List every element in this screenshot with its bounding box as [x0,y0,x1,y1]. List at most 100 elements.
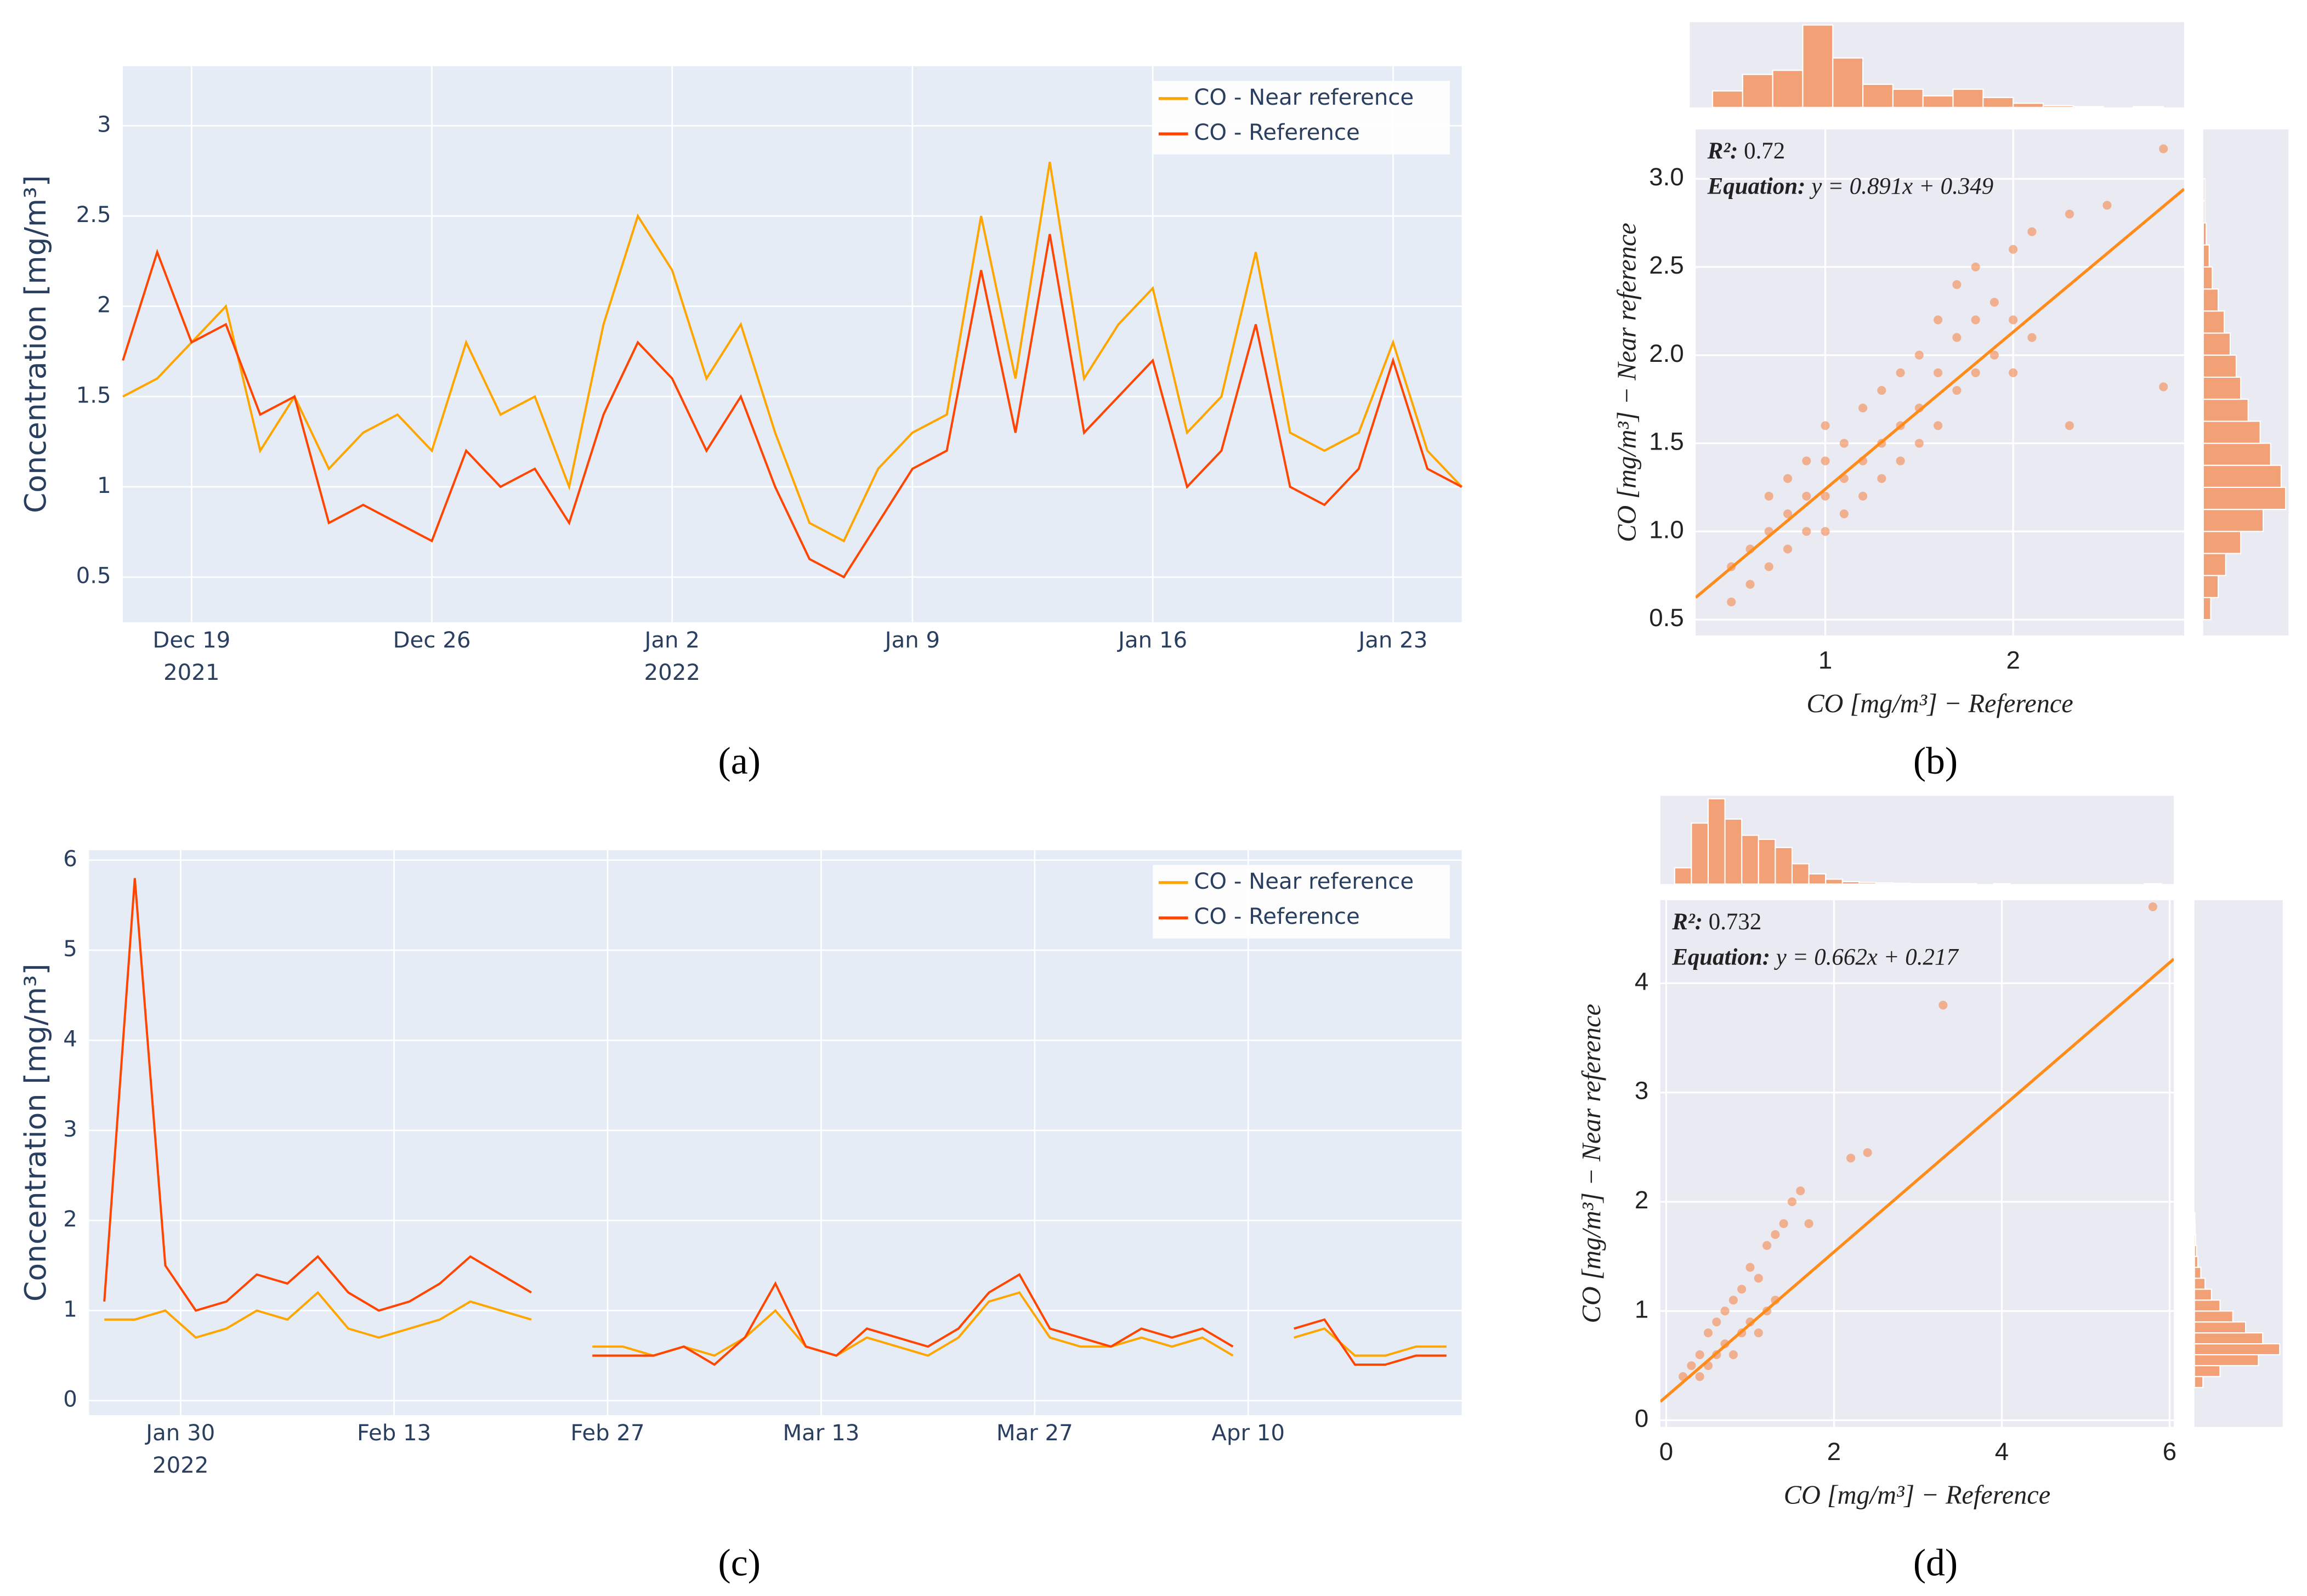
point [1783,509,1793,519]
plot-background [1660,900,2174,1427]
hist-bar [2193,1343,2281,1356]
equation-label: Equation: [1671,944,1770,970]
point [1728,1296,1738,1305]
point [1764,562,1773,571]
equation-text: y = 0.891x + 0.349 [1809,173,1993,199]
point [1839,439,1849,448]
hist-bar [2202,486,2287,510]
hist-bar [1802,24,1834,108]
hist-bar [2202,288,2219,312]
point [1863,1148,1872,1157]
y-tick-label: 0.5 [1649,604,1684,632]
y-tick-label: 0 [63,1387,77,1412]
legend-box [1153,81,1450,155]
hist-bar [1711,90,1743,108]
hist-bar [2193,1288,2212,1301]
series-line [122,161,1463,543]
y-tick-label: 2 [97,293,111,318]
point [2027,333,2037,342]
point [1821,456,1830,465]
hist-bar [2193,1376,2204,1388]
hist-bar [1775,847,1793,885]
legend-label: CO - Reference [1194,904,1359,929]
point [1934,368,1943,377]
x-axis-title: CO [mg/m³] − Reference [1806,689,2073,718]
point [1938,1001,1948,1010]
hist-bar [2193,1223,2196,1235]
point [1839,509,1849,519]
hist-bar [1862,83,1894,108]
y-tick-label: 5 [63,936,77,962]
point [2148,902,2157,911]
point [1762,1241,1772,1250]
hist-bar [1758,838,1776,885]
hist-bar [1952,88,1984,108]
y-tick-label: 4 [63,1026,77,1052]
hist-bar [2202,509,2264,532]
x-tick-label: Feb 13 [357,1421,431,1446]
point [1952,385,1962,395]
y-axis-title: CO [mg/m³] − Near reference [1613,223,1642,542]
point [1858,491,1868,501]
x-tick-label: Jan 23 [1357,628,1427,653]
hist-bar [2202,354,2237,378]
hist-bar [2202,266,2213,290]
hist-bar [2202,244,2210,268]
point [1802,456,1811,465]
hist-bar [2202,464,2282,488]
point [1804,1219,1813,1228]
point [1754,1328,1763,1338]
point [2009,245,2018,254]
hist-bar [1707,798,1726,885]
r2-label: R²: [1671,909,1703,935]
x-tick-label: 0 [1659,1438,1673,1466]
y-tick-label: 3 [63,1117,77,1142]
hist-bar [1741,834,1759,885]
point [2009,315,2018,325]
point [1821,527,1830,536]
hist-bar [2042,105,2074,108]
r2-annotation: R²: 0.732 [1671,909,1761,935]
point [1783,474,1793,483]
hist-bar [2202,553,2226,576]
legend-label: CO - Near reference [1194,85,1414,110]
hist-bar [2072,106,2104,108]
hist-bar [2202,200,2206,224]
x-tick-label: 2 [1827,1438,1841,1466]
hist-bar [2202,442,2271,466]
point [1896,456,1905,465]
point [1754,1274,1763,1283]
y-tick-label: 1.5 [1649,428,1684,456]
y-axis-title: Concentration [mg/m³] [18,175,53,514]
hist-bar [2193,1299,2221,1312]
x-tick-label: Dec 19 2021 [152,628,230,685]
y-tick-label: 1 [97,473,111,498]
point [1971,315,1980,325]
hist-bar [1825,878,1843,885]
point [1846,1154,1856,1163]
point [1914,350,1924,360]
point [1802,527,1811,536]
hist-bar [2193,1234,2197,1246]
hist-bar [2202,376,2242,400]
hist-bar [2193,1354,2259,1366]
point [1971,368,1980,377]
hist-bar [2133,106,2164,108]
x-tick-label: 6 [2163,1438,2176,1466]
hist-bar [1724,818,1743,885]
hist-bar [2202,332,2231,356]
hist-bar [2202,575,2219,598]
hist-bar [1841,881,1860,885]
y-tick-label: 2 [63,1207,77,1232]
plot-background [89,850,1462,1415]
hist-bar [1875,882,1894,885]
r2-label: R²: [1707,138,1738,164]
regression-line [1660,958,2174,1403]
point [1796,1186,1805,1196]
legend-label: CO - Near reference [1194,869,1414,894]
y-tick-label: 2.5 [1649,251,1684,279]
hist-bar [2193,1365,2221,1377]
point [1877,474,1886,483]
y-tick-label: 0.5 [76,564,111,589]
point [2065,421,2074,430]
